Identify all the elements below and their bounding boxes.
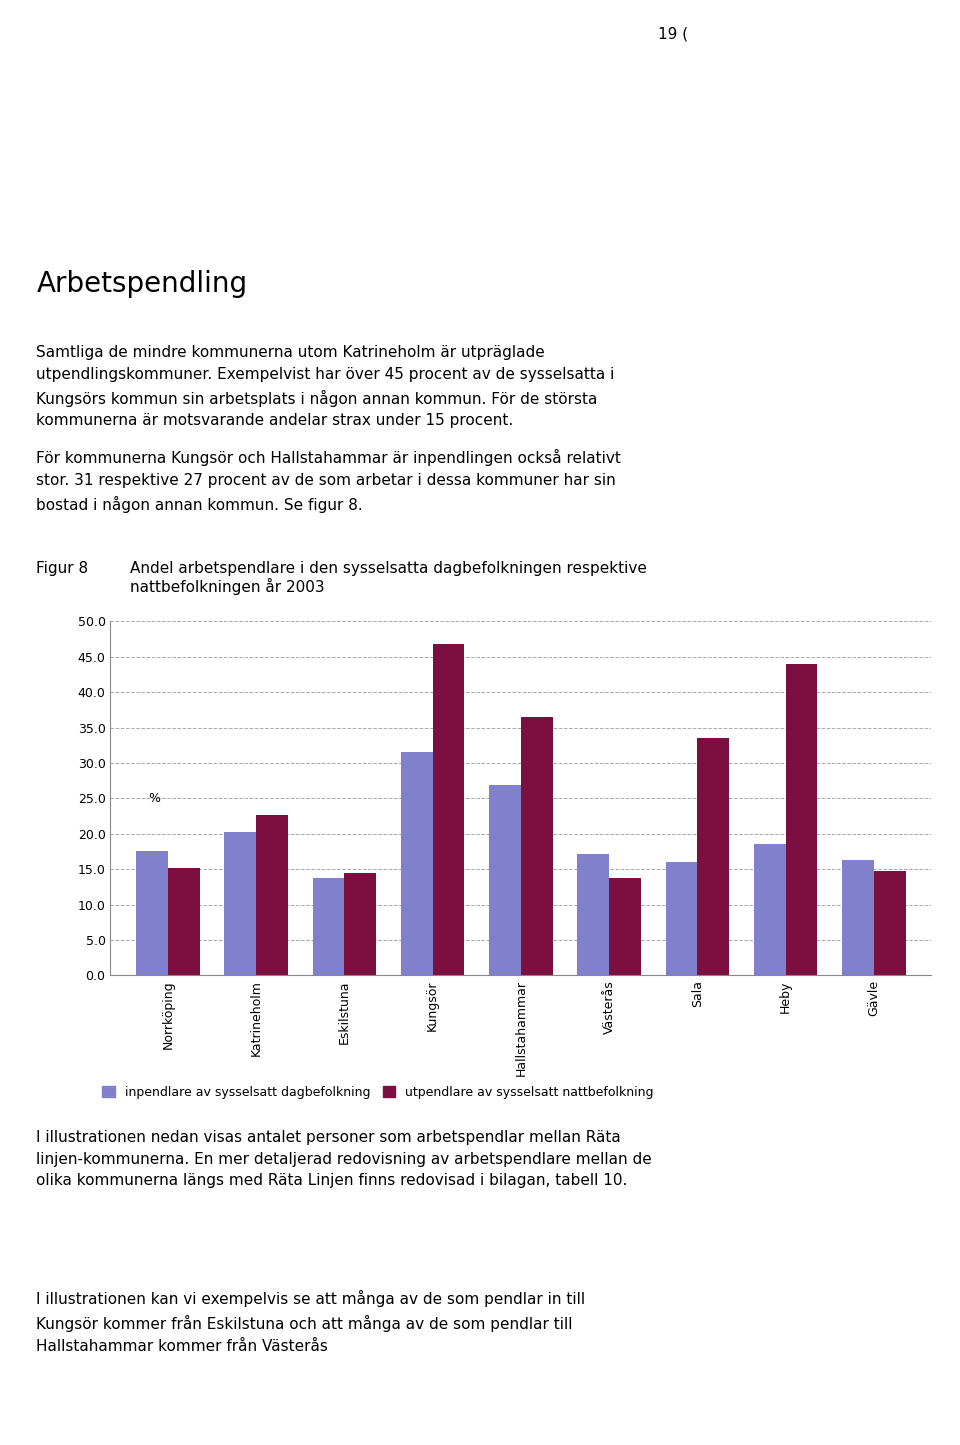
Text: 19 (: 19 ( bbox=[658, 26, 687, 40]
Text: I illustrationen nedan visas antalet personer som arbetspendlar mellan Räta
linj: I illustrationen nedan visas antalet per… bbox=[36, 1130, 652, 1188]
Text: Figur 8: Figur 8 bbox=[36, 561, 88, 575]
Bar bbox=[697, 738, 729, 975]
Bar bbox=[577, 854, 609, 975]
Text: Andel arbetspendlare i den sysselsatta dagbefolkningen respektive
nattbefolkning: Andel arbetspendlare i den sysselsatta d… bbox=[130, 561, 646, 595]
Bar bbox=[609, 879, 641, 975]
Bar bbox=[520, 717, 553, 975]
Bar bbox=[785, 663, 817, 975]
Bar bbox=[313, 879, 345, 975]
Bar bbox=[842, 860, 874, 975]
Bar bbox=[225, 832, 256, 975]
Legend: inpendlare av sysselsatt dagbefolkning, utpendlare av sysselsatt nattbefolkning: inpendlare av sysselsatt dagbefolkning, … bbox=[103, 1085, 654, 1098]
Bar bbox=[754, 844, 785, 975]
Bar bbox=[168, 868, 200, 975]
Text: Samtliga de mindre kommunerna utom Katrineholm är utpräglade
utpendlingskommuner: Samtliga de mindre kommunerna utom Katri… bbox=[36, 345, 614, 428]
Bar bbox=[345, 873, 376, 975]
Text: Arbetspendling: Arbetspendling bbox=[36, 270, 248, 298]
Text: I illustrationen kan vi exempelvis se att många av de som pendlar in till
Kungsö: I illustrationen kan vi exempelvis se at… bbox=[36, 1290, 586, 1354]
Bar bbox=[256, 815, 288, 975]
Text: För kommunerna Kungsör och Hallstahammar är inpendlingen också relativt
stor. 31: För kommunerna Kungsör och Hallstahammar… bbox=[36, 449, 621, 513]
Bar bbox=[489, 785, 520, 975]
Bar bbox=[400, 753, 433, 975]
Bar bbox=[665, 863, 697, 975]
Bar bbox=[136, 851, 168, 975]
Text: %: % bbox=[148, 792, 160, 805]
Bar bbox=[874, 871, 905, 975]
Bar bbox=[433, 644, 465, 975]
